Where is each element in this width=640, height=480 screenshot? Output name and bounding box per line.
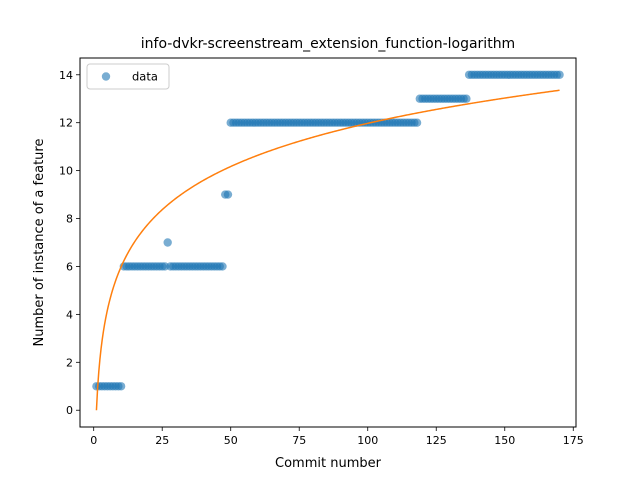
data-point (223, 190, 233, 199)
x-tick-label: 50 (224, 434, 238, 447)
chart-title: info-dvkr-screenstream_extension_functio… (141, 36, 515, 52)
data-point (462, 94, 471, 103)
y-tick-label: 8 (66, 213, 73, 226)
fit-curve-group (95, 89, 560, 411)
x-tick-label: 125 (426, 434, 447, 447)
data-points (92, 70, 564, 391)
data-point (412, 118, 422, 127)
y-tick-label: 4 (66, 308, 73, 321)
y-tick-label: 10 (59, 165, 73, 178)
legend-marker (101, 72, 111, 81)
data-point (555, 70, 564, 79)
x-tick-label: 25 (155, 434, 169, 447)
plot-frame (79, 57, 577, 428)
x-tick-label: 100 (357, 434, 378, 447)
data-point (218, 262, 227, 271)
x-tick-label: 0 (90, 434, 97, 447)
fit-curve (95, 89, 560, 411)
y-tick-label: 12 (59, 117, 73, 130)
legend-label: data (132, 70, 158, 84)
legend-box (86, 63, 170, 90)
data-point (163, 238, 172, 247)
x-axis-label: Commit number (275, 456, 382, 471)
data-point (116, 382, 126, 391)
y-tick-label: 0 (66, 404, 73, 417)
y-tick-label: 14 (59, 69, 73, 82)
x-axis: 0 25 50 75 100 125 150 175 (90, 427, 584, 447)
x-tick-label: 75 (292, 434, 306, 447)
x-tick-label: 175 (563, 434, 584, 447)
y-tick-label: 6 (66, 260, 73, 273)
y-axis: 0 2 4 6 8 10 12 14 (59, 69, 80, 417)
y-tick-label: 2 (66, 356, 73, 369)
legend: data (86, 63, 170, 90)
x-tick-label: 150 (494, 434, 515, 447)
y-axis-label: Number of instance of a feature (32, 139, 47, 347)
